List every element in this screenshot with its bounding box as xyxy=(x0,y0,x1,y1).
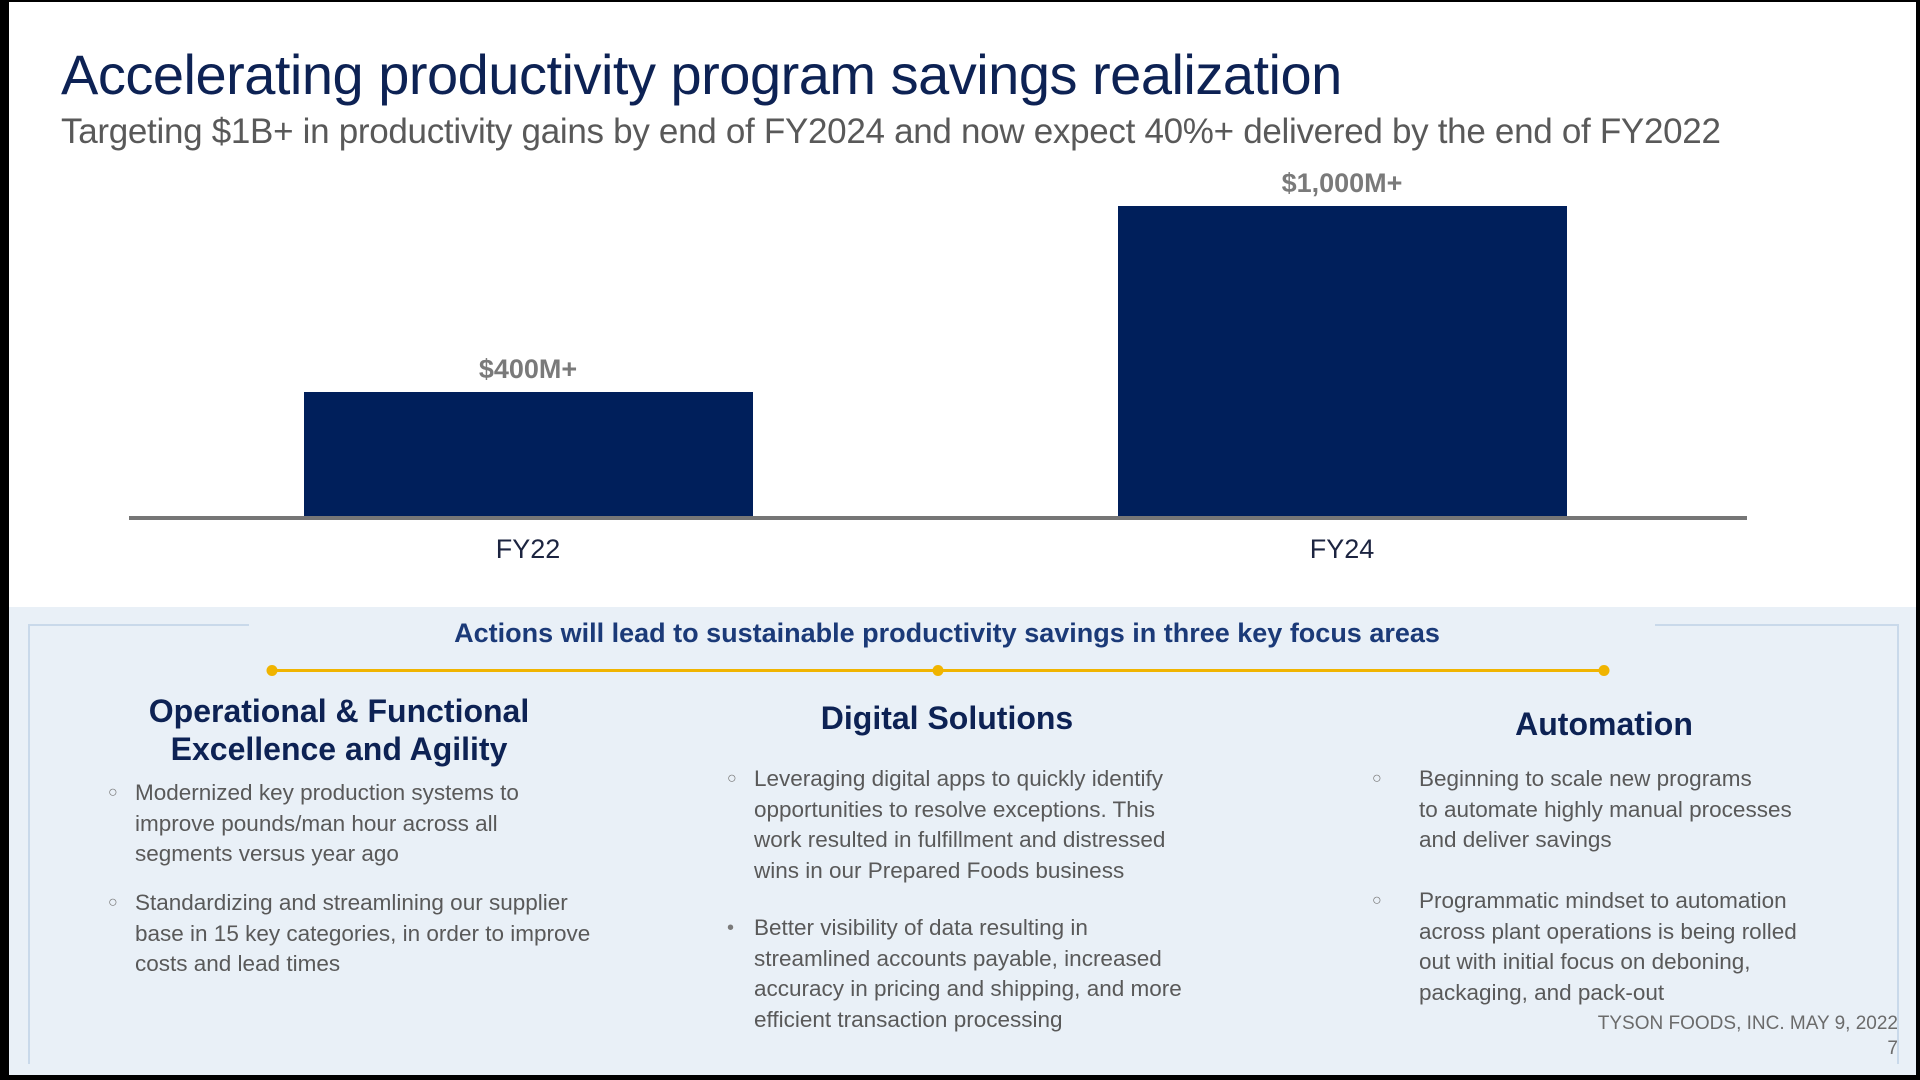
bullet-text-line: costs and lead times xyxy=(135,951,341,976)
x-axis-line xyxy=(129,516,1747,520)
bullet-text-line: and deliver savings xyxy=(1419,827,1612,852)
bullet-circle-icon: ○ xyxy=(108,894,118,911)
bullet-text-line: across plant operations is being rolled xyxy=(1419,918,1797,944)
bullet-text-line: to automate highly manual processes xyxy=(1419,796,1792,822)
focus-area-heading: Digital Solutions xyxy=(821,699,1073,737)
bullet-text-line: opportunities to resolve exceptions. Thi… xyxy=(754,796,1156,822)
bullet-circle-icon: ○ xyxy=(1372,892,1382,909)
bullet-text-line: wins in our Prepared Foods business xyxy=(754,857,1125,883)
bullet-circle-icon: ○ xyxy=(727,770,737,787)
bar-fy22 xyxy=(303,392,753,516)
heading-line: Operational & Functional xyxy=(148,693,530,729)
bullet-dot-icon: • xyxy=(727,917,735,939)
bullet-text-line: improve pounds/man hour across all xyxy=(135,810,498,836)
slide-title: Accelerating productivity program saving… xyxy=(61,43,1342,106)
bullet-text-line: base in 15 key categories, in order to i… xyxy=(135,920,591,946)
bullet-item: • Better visibility of data resulting in s… xyxy=(727,913,1182,1035)
bullet-item: ○ Standardizing and streamlining our supp… xyxy=(108,888,591,980)
bullet-text-line: efficient transaction processing xyxy=(754,1006,1063,1032)
bullet-text-line: streamlined accounts payable, increased xyxy=(754,945,1162,971)
category-label: FY22 xyxy=(495,534,561,564)
bullet-text-line: segments versus year ago xyxy=(135,841,399,866)
panel-border-left xyxy=(28,624,30,1064)
bullet-text-line: work resulted in fulfillment and distres… xyxy=(754,827,1166,852)
bar-value-label: $400M+ xyxy=(478,354,578,384)
focus-area-heading: Operational & Functional Excellence and A… xyxy=(149,692,529,768)
slide: Accelerating productivity program saving… xyxy=(9,2,1916,1075)
bullet-item: ○ Leveraging digital apps to quickly iden… xyxy=(727,764,1166,886)
focus-areas-panel xyxy=(9,607,1916,1075)
bullet-text-line: Modernized key production systems to xyxy=(135,780,519,805)
panel-border-left-top xyxy=(28,624,249,626)
bullet-item: ○ Modernized key production systems to imp… xyxy=(108,778,519,870)
panel-border-right xyxy=(1897,624,1899,1064)
heading-line: Digital Solutions xyxy=(820,700,1074,736)
bullet-circle-icon: ○ xyxy=(1372,770,1382,787)
bullet-item: ○ Beginning to scale new programs to autom… xyxy=(1372,764,1792,856)
panel-heading: Actions will lead to sustainable product… xyxy=(454,618,1440,648)
bullet-text-line: packaging, and pack-out xyxy=(1419,979,1665,1005)
bar-value-label: $1,000M+ xyxy=(1281,168,1403,198)
timeline-dot xyxy=(1598,665,1610,676)
focus-area-heading: Automation xyxy=(1515,705,1693,743)
slide-subtitle: Targeting $1B+ in productivity gains by … xyxy=(61,112,1721,151)
panel-border-right-top xyxy=(1655,624,1899,626)
bullet-text-line: Programmatic mindset to automation xyxy=(1419,888,1787,913)
heading-line: Excellence and Agility xyxy=(170,731,508,767)
category-label: FY24 xyxy=(1309,534,1375,564)
bullet-text-line: Beginning to scale new programs xyxy=(1419,766,1752,791)
bullet-item: ○ Programmatic mindset to automation acros… xyxy=(1372,886,1797,1008)
bullet-text-line: Better visibility of data resulting in xyxy=(754,915,1088,940)
bullet-text-line: Standardizing and streamlining our suppl… xyxy=(135,890,568,915)
bar-fy24 xyxy=(1117,206,1567,516)
bullet-circle-icon: ○ xyxy=(108,784,118,801)
heading-line: Automation xyxy=(1515,706,1693,742)
timeline-dot xyxy=(932,665,944,676)
bullet-text-line: accuracy in pricing and shipping, and mo… xyxy=(754,976,1182,1001)
timeline-dot xyxy=(266,665,278,676)
page-number: 7 xyxy=(1887,1038,1898,1059)
bullet-text-line: out with initial focus on deboning, xyxy=(1419,949,1751,974)
bullet-text-line: Leveraging digital apps to quickly ident… xyxy=(754,766,1163,791)
footer-text: TYSON FOODS, INC. MAY 9, 2022 xyxy=(1597,1013,1898,1034)
